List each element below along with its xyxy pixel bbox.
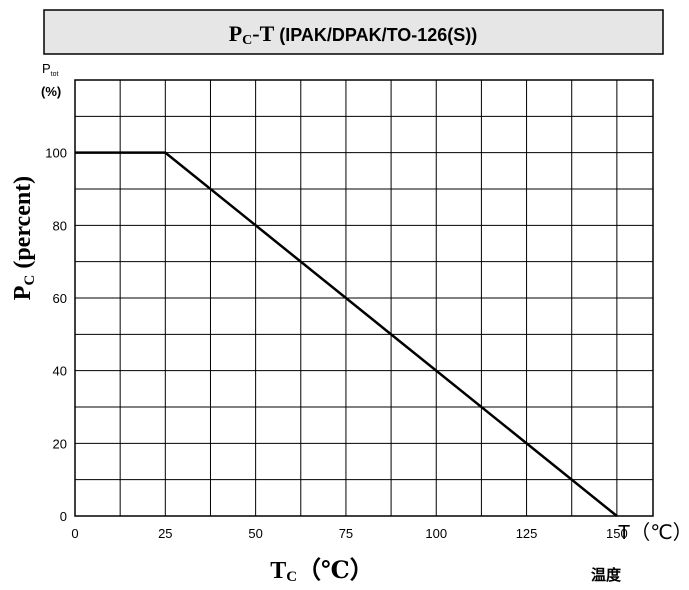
y-tick-label: 100	[45, 146, 67, 161]
x-tick-label: 50	[248, 526, 262, 541]
chart-title-rest: (IPAK/DPAK/TO-126(S))	[274, 25, 477, 45]
x-tick-label: 25	[158, 526, 172, 541]
chart-title: PC-T (IPAK/DPAK/TO-126(S))	[229, 21, 478, 48]
x-tick-label: 100	[425, 526, 447, 541]
x-axis-label-sub: C	[286, 569, 297, 585]
x-axis-note: 温度	[591, 566, 622, 584]
y-axis-unit: (%)	[41, 84, 61, 99]
y-axis-label-main: P	[10, 286, 36, 301]
y-axis-tag-sub: tot	[51, 71, 59, 78]
chart-title-dash-t: -T	[252, 21, 274, 46]
x-tick-label: 75	[339, 526, 353, 541]
y-axis-tag-p: P	[42, 61, 51, 76]
y-axis-tag: Ptot	[42, 61, 59, 78]
chart-title-subscript: C	[242, 33, 252, 48]
y-axis-label: PC (percent)	[10, 176, 38, 300]
title-box	[43, 9, 664, 55]
tick-labels: 0 25 50 75 100 125 150 0 20 40 60 80 100	[45, 146, 627, 541]
y-axis-label-rest: (percent)	[10, 176, 36, 275]
y-tick-label: 20	[53, 436, 67, 451]
y-tick-label: 0	[60, 509, 67, 524]
series-line	[75, 151, 618, 517]
plot-frame	[74, 79, 654, 517]
x-tick-label: 150	[606, 526, 628, 541]
chart-title-main: P	[229, 21, 242, 46]
y-tick-label: 80	[53, 218, 67, 233]
x-tick-label: 125	[516, 526, 538, 541]
x-axis-label-main: T	[270, 558, 286, 584]
y-tick-label: 60	[53, 291, 67, 306]
x-axis-tag: T（℃）	[618, 521, 689, 544]
y-tick-label: 40	[53, 364, 67, 379]
x-axis-label: TC（℃）	[270, 557, 374, 585]
grid	[75, 80, 653, 516]
x-tick-label: 0	[71, 526, 78, 541]
y-axis-label-sub: C	[22, 275, 38, 286]
x-axis-label-rest: （℃）	[297, 557, 374, 584]
